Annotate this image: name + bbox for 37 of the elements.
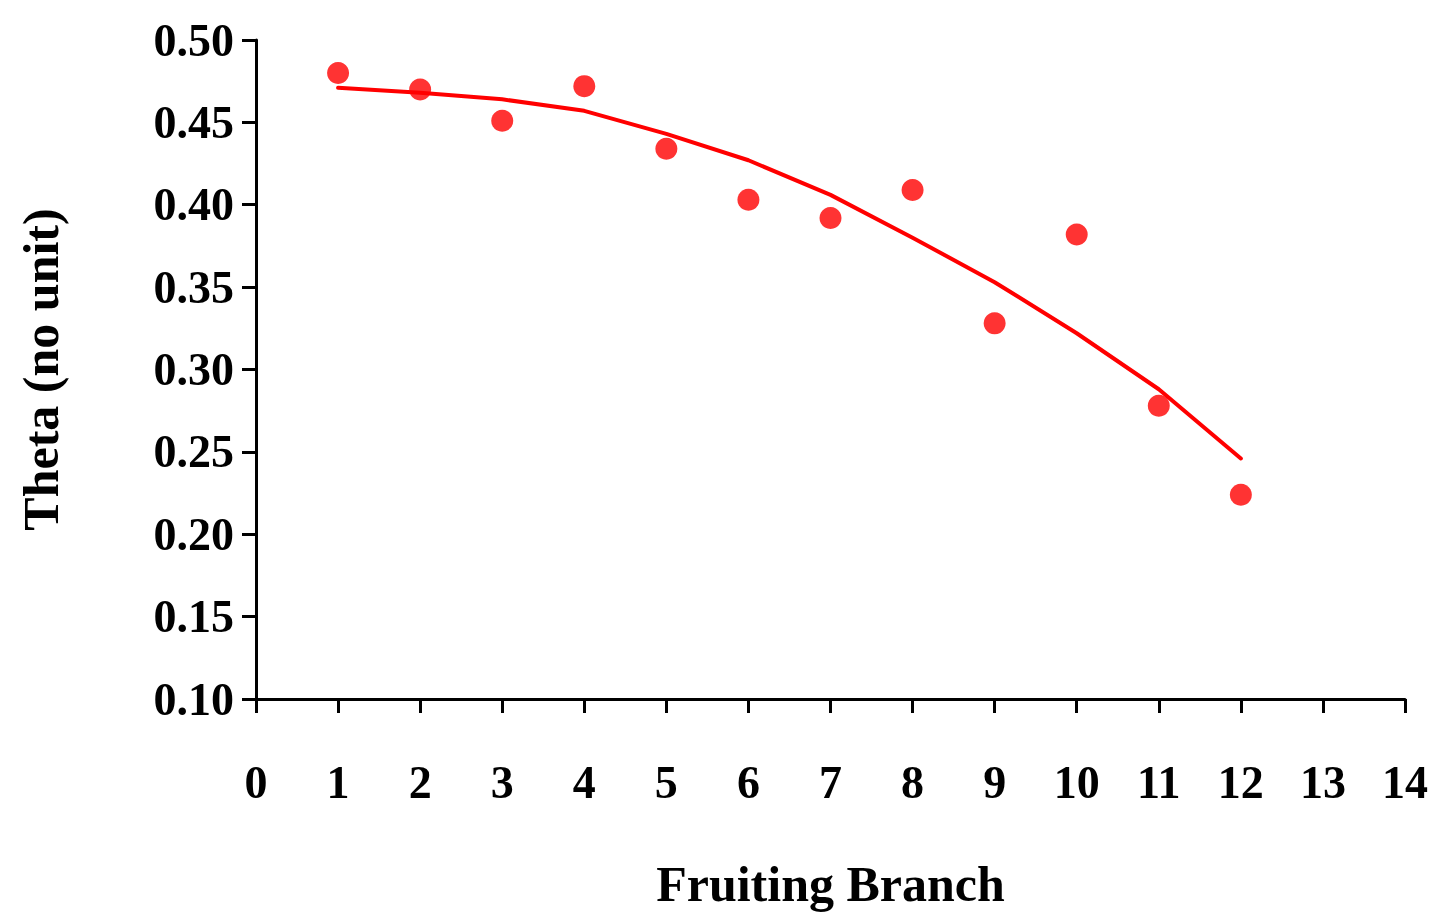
y-tick-label: 0.20 bbox=[153, 508, 234, 560]
point bbox=[573, 75, 596, 98]
x-tick-label: 7 bbox=[819, 756, 842, 808]
point bbox=[327, 61, 350, 84]
x-tick-label: 4 bbox=[572, 756, 596, 808]
x-tick-label: 8 bbox=[901, 756, 925, 808]
x-axis-title: Fruiting Branch bbox=[656, 856, 1005, 912]
point bbox=[491, 109, 514, 132]
point bbox=[1147, 394, 1170, 417]
point bbox=[819, 206, 842, 229]
y-tick-label: 0.50 bbox=[153, 14, 234, 66]
x-tick-label: 12 bbox=[1217, 756, 1264, 808]
x-tick-label: 5 bbox=[654, 756, 678, 808]
x-tick-label: 6 bbox=[736, 756, 760, 808]
x-tick-label: 1 bbox=[326, 756, 350, 808]
y-tick-label: 0.30 bbox=[153, 344, 234, 395]
x-tick-label: 14 bbox=[1382, 756, 1428, 808]
point bbox=[1229, 483, 1252, 506]
point bbox=[983, 312, 1006, 335]
y-tick-label: 0.45 bbox=[153, 96, 234, 148]
y-tick-label: 0.10 bbox=[153, 673, 234, 725]
y-tick-label: 0.25 bbox=[153, 426, 234, 478]
x-tick-label: 10 bbox=[1053, 756, 1100, 808]
y-tick-label: 0.15 bbox=[153, 591, 234, 643]
x-tick-label: 11 bbox=[1137, 756, 1181, 808]
y-tick-label: 0.35 bbox=[153, 261, 234, 313]
y-tick-label: 0.40 bbox=[153, 179, 234, 231]
point bbox=[1065, 223, 1088, 246]
x-tick-label: 9 bbox=[983, 756, 1007, 808]
x-tick-label: 2 bbox=[408, 756, 432, 808]
x-tick-label: 13 bbox=[1299, 756, 1346, 808]
point bbox=[901, 178, 924, 201]
y-axis-title: Theta (no unit) bbox=[13, 208, 69, 531]
point bbox=[737, 188, 760, 211]
point bbox=[655, 137, 678, 160]
x-tick-label: 0 bbox=[244, 756, 268, 808]
x-tick-label: 3 bbox=[490, 756, 514, 808]
